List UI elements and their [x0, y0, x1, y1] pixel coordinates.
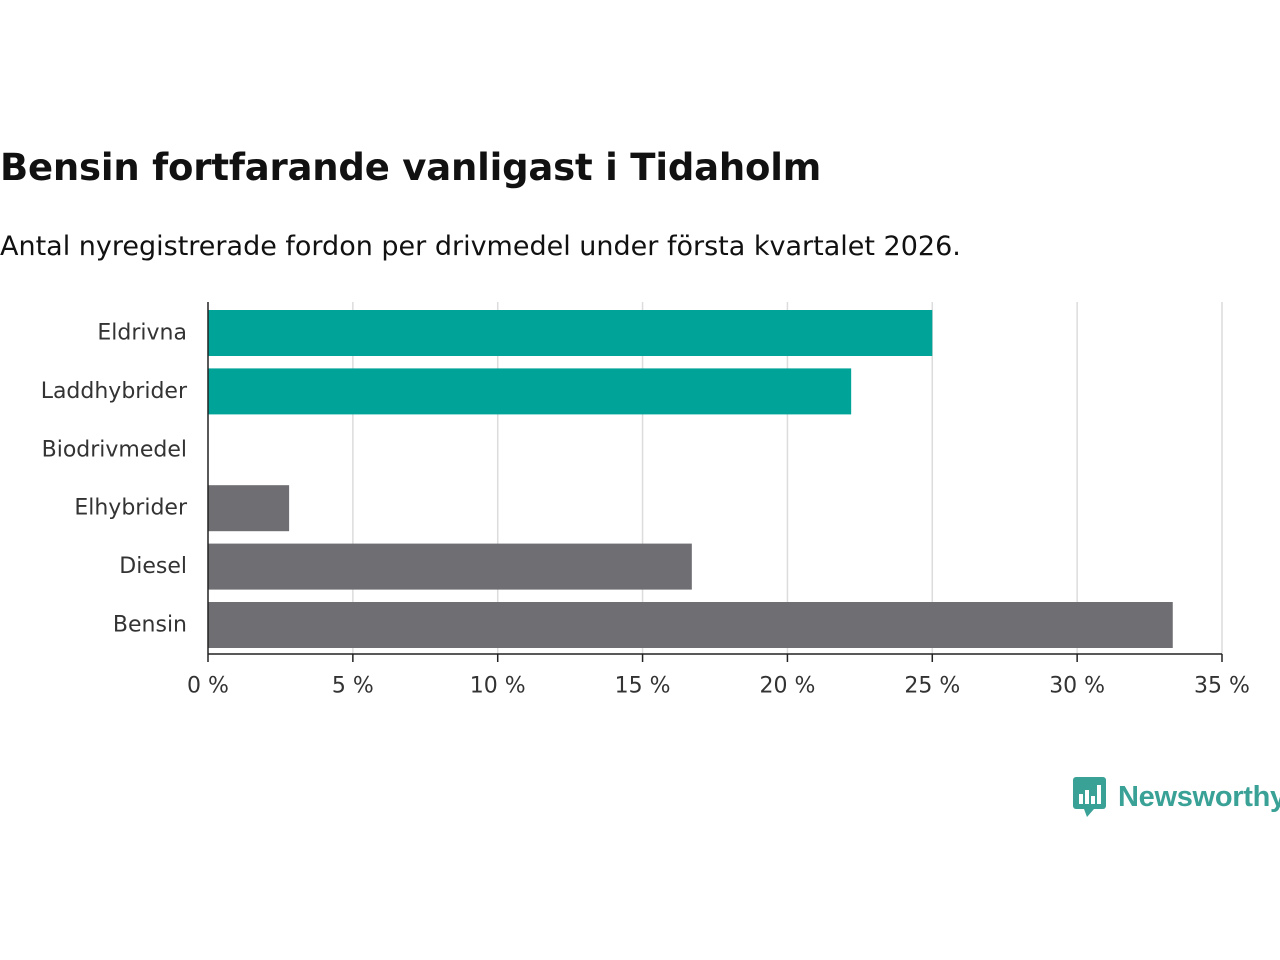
brand-name: Newsworthy: [1118, 780, 1280, 813]
bar-laddhybrider[interactable]: [208, 368, 852, 415]
bar-diesel[interactable]: [208, 543, 692, 590]
category-label: Elhybrider: [74, 496, 188, 521]
category-labels: Eldrivna Laddhybrider Biodrivmedel Elhybrid…: [41, 321, 188, 638]
chart-subtitle: Antal nyregistrerade fordon per drivmede…: [0, 231, 961, 262]
x-tick-label: 15 %: [615, 674, 671, 699]
x-tick-label: 35 %: [1194, 674, 1250, 699]
bar-bensin[interactable]: [208, 602, 1173, 648]
bars: [208, 310, 1173, 648]
category-label: Diesel: [119, 554, 187, 579]
x-tick-label: 25 %: [904, 674, 960, 699]
bar-elhybrider[interactable]: [208, 485, 290, 532]
category-label: Laddhybrider: [41, 379, 188, 404]
x-axis: 0 % 5 % 10 % 15 % 20 % 25 % 30 % 35 %: [187, 302, 1250, 699]
x-tick-label: 20 %: [759, 674, 815, 699]
bar-chart-speech-bubble-icon: [1073, 777, 1106, 817]
x-tick-label: 5 %: [332, 674, 374, 699]
x-tick-label: 30 %: [1049, 674, 1105, 699]
x-tick-label: 0 %: [187, 674, 229, 699]
category-label: Biodrivmedel: [42, 437, 187, 462]
chart-title: Bensin fortfarande vanligast i Tidaholm: [0, 146, 822, 189]
bar-eldrivna[interactable]: [208, 310, 933, 356]
category-label: Eldrivna: [97, 321, 187, 346]
category-label: Bensin: [113, 613, 187, 638]
grid-lines: [352, 302, 1223, 654]
x-tick-label: 10 %: [470, 674, 526, 699]
newsworthy-logo[interactable]: Newsworthy: [1072, 776, 1280, 818]
